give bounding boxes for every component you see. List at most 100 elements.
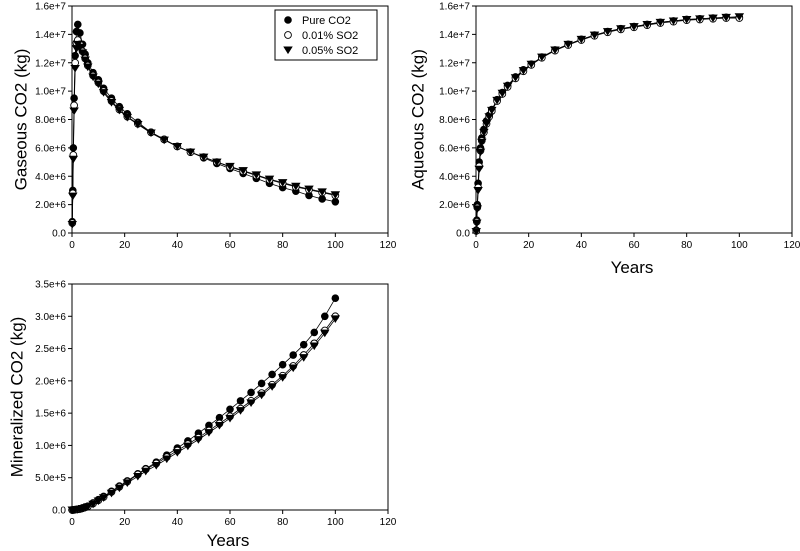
x-tick-label: 100 <box>327 517 344 528</box>
legend-box <box>274 9 378 61</box>
data-point <box>106 489 117 498</box>
data-point <box>318 195 326 203</box>
data-point <box>695 15 705 23</box>
data-point <box>83 63 93 72</box>
y-tick-label: 0.0 <box>456 229 470 240</box>
data-point <box>289 351 298 359</box>
data-point <box>75 43 85 52</box>
data-point <box>681 16 692 24</box>
data-point <box>497 89 508 98</box>
x-tick-label: 40 <box>576 240 588 251</box>
x-tick-label: 60 <box>224 517 236 528</box>
data-point <box>492 96 502 105</box>
data-point <box>236 397 245 405</box>
series-line-2 <box>475 17 740 231</box>
y-tick-label: 4.0e+6 <box>439 172 470 183</box>
series-line-3 <box>475 16 740 232</box>
data-point <box>214 421 225 430</box>
x-axis-title: Years <box>611 258 654 277</box>
data-point <box>288 364 298 373</box>
series-1-points <box>68 294 340 514</box>
data-point <box>484 113 494 121</box>
series-line-2 <box>71 39 336 224</box>
y-tick-label: 5.0e+5 <box>35 473 66 484</box>
data-point <box>93 497 104 506</box>
x-tick-label: 120 <box>784 240 800 251</box>
data-point <box>88 500 98 509</box>
data-point <box>246 399 256 407</box>
series-1-points <box>472 13 744 234</box>
data-point <box>668 17 679 26</box>
y-axis-title: Mineralized CO2 (kg) <box>7 317 26 478</box>
x-tick-label: 60 <box>628 240 640 251</box>
plot-frame <box>475 5 793 234</box>
series-3-points <box>67 315 341 515</box>
data-point <box>77 49 88 57</box>
x-tick-label: 40 <box>172 240 184 251</box>
data-point <box>304 185 314 194</box>
x-tick-label: 80 <box>681 240 693 251</box>
data-point <box>310 328 319 337</box>
series-line-3 <box>71 43 336 225</box>
data-point <box>257 379 266 388</box>
data-point <box>629 23 639 31</box>
data-point <box>193 436 204 444</box>
data-point <box>298 354 309 362</box>
data-point <box>185 148 196 157</box>
data-point <box>162 455 172 464</box>
data-point <box>68 192 78 201</box>
data-point <box>563 40 573 49</box>
data-point <box>146 129 156 138</box>
data-point <box>251 171 262 179</box>
data-point <box>477 138 487 147</box>
data-point <box>264 175 275 184</box>
y-tick-label: 1.4e+7 <box>439 30 470 41</box>
data-point <box>122 113 133 122</box>
data-point <box>267 383 277 391</box>
data-point <box>479 128 489 137</box>
series-3-points <box>471 13 745 236</box>
data-point <box>642 20 652 29</box>
data-point <box>80 56 90 65</box>
data-point <box>226 405 234 414</box>
data-point <box>114 484 125 493</box>
data-point <box>73 20 82 29</box>
y-tick-label: 0.0 <box>52 506 66 517</box>
data-point <box>151 461 162 470</box>
data-point <box>472 219 482 228</box>
x-axis-title: Years <box>207 531 250 550</box>
data-point <box>225 414 235 423</box>
data-point <box>225 162 235 171</box>
data-point <box>67 221 78 229</box>
x-tick-label: 0 <box>69 240 75 251</box>
data-point <box>320 329 330 338</box>
data-point <box>655 18 666 27</box>
data-point <box>291 182 301 191</box>
legend-entry-label: Pure CO2 <box>302 15 351 27</box>
data-point <box>537 53 547 62</box>
series-line-1 <box>72 298 336 511</box>
series-2-points <box>68 312 340 514</box>
data-point <box>734 13 745 21</box>
data-point <box>69 107 79 116</box>
data-point <box>278 360 287 369</box>
data-point <box>602 28 613 36</box>
data-point <box>122 479 133 488</box>
y-tick-label: 2.0e+6 <box>35 200 66 211</box>
data-point <box>320 312 329 321</box>
data-point <box>71 51 79 60</box>
data-point <box>277 179 288 187</box>
data-point <box>471 228 482 236</box>
data-point <box>510 74 521 82</box>
y-tick-label: 1.6e+7 <box>439 2 470 13</box>
data-point <box>140 467 151 476</box>
y-tick-label: 4.0e+6 <box>35 172 66 183</box>
data-point <box>204 429 214 437</box>
data-point <box>247 388 255 397</box>
data-point <box>68 155 79 164</box>
legend-marker <box>284 31 292 39</box>
y-tick-label: 2.5e+6 <box>35 344 66 355</box>
data-point <box>183 442 193 451</box>
x-tick-label: 0 <box>473 240 479 251</box>
legend-marker <box>284 16 292 24</box>
